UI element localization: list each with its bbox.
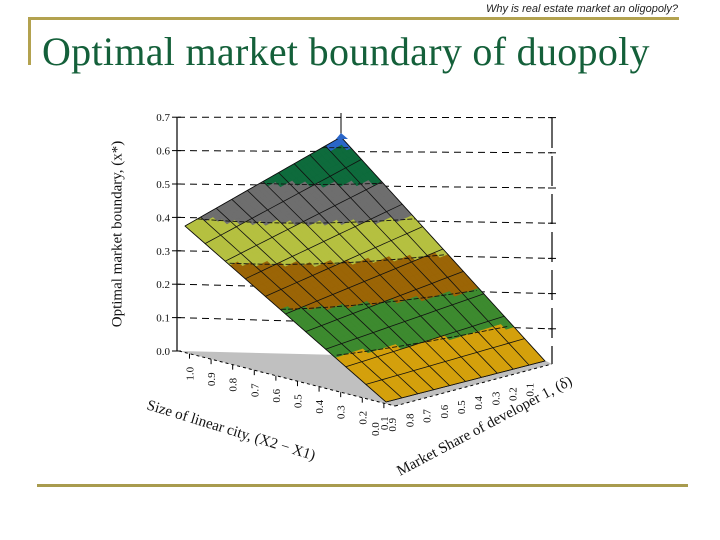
slide-title: Optimal market boundary of duopoly (42, 29, 650, 74)
svg-text:0.7: 0.7 (249, 383, 261, 397)
z-axis-title: Optimal market boundary, (x*) (109, 140, 126, 328)
svg-text:0.6: 0.6 (156, 146, 170, 158)
svg-text:0.2: 0.2 (357, 411, 369, 425)
svg-text:0.0: 0.0 (370, 422, 382, 436)
left-accent-rule (28, 17, 31, 65)
svg-text:0.3: 0.3 (490, 391, 502, 405)
svg-text:0.7: 0.7 (422, 409, 434, 423)
svg-text:0.5: 0.5 (292, 394, 304, 408)
svg-text:0.4: 0.4 (156, 212, 170, 224)
top-rule (29, 17, 679, 20)
svg-text:0.8: 0.8 (404, 413, 416, 427)
svg-text:0.6: 0.6 (271, 388, 283, 402)
chart-axes (172, 113, 556, 409)
svg-text:0.0: 0.0 (156, 346, 170, 358)
svg-text:0.3: 0.3 (156, 246, 170, 258)
svg-text:0.8: 0.8 (228, 377, 240, 391)
svg-text:0.2: 0.2 (508, 387, 520, 401)
svg-text:1.0: 1.0 (184, 366, 196, 380)
svg-text:0.5: 0.5 (456, 400, 468, 414)
surface-plot (184, 136, 546, 403)
svg-text:0.4: 0.4 (314, 399, 326, 413)
svg-text:0.4: 0.4 (473, 396, 485, 410)
svg-text:0.1: 0.1 (525, 383, 537, 397)
svg-text:0.9: 0.9 (387, 417, 399, 431)
svg-text:0.9: 0.9 (206, 372, 218, 386)
svg-text:0.6: 0.6 (439, 404, 451, 418)
svg-text:0.7: 0.7 (156, 112, 170, 124)
slide-subtitle: Why is real estate market an oligopoly? (486, 3, 678, 15)
surface-mesh (184, 133, 546, 403)
bottom-rule (37, 484, 688, 487)
svg-text:0.1: 0.1 (156, 313, 170, 325)
svg-text:0.2: 0.2 (156, 279, 170, 291)
svg-text:0.5: 0.5 (156, 179, 170, 191)
svg-text:0.3: 0.3 (336, 405, 348, 419)
svg-text:Size of linear city, (X2 − X1): Size of linear city, (X2 − X1) (145, 398, 317, 465)
svg-text:0.1: 0.1 (379, 416, 391, 430)
